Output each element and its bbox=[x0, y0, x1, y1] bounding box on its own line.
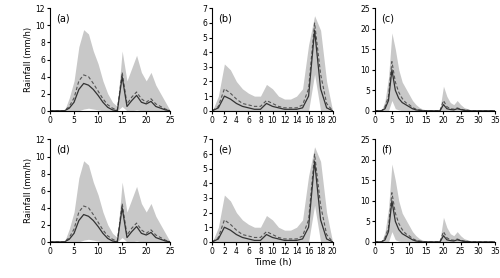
Text: (f): (f) bbox=[380, 145, 392, 155]
Text: (b): (b) bbox=[218, 13, 232, 23]
Text: (e): (e) bbox=[218, 145, 232, 155]
Text: (a): (a) bbox=[56, 13, 70, 23]
X-axis label: Time (h): Time (h) bbox=[254, 259, 292, 267]
Y-axis label: Rainfall (mm/h): Rainfall (mm/h) bbox=[24, 27, 32, 92]
Text: (c): (c) bbox=[380, 13, 394, 23]
Text: (d): (d) bbox=[56, 145, 70, 155]
Y-axis label: Rainfall (mm/h): Rainfall (mm/h) bbox=[24, 158, 32, 223]
